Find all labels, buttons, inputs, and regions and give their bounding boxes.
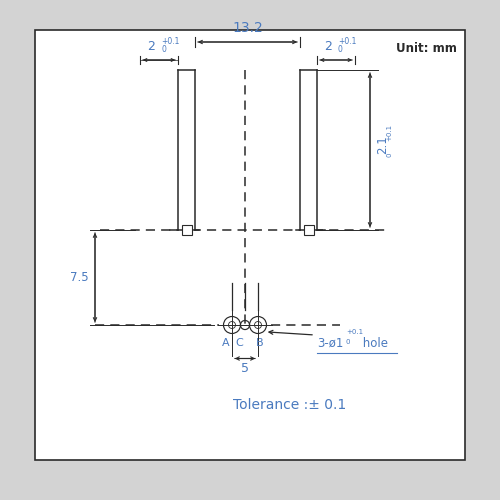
Text: 2: 2 (147, 40, 155, 53)
Text: hole: hole (359, 337, 388, 350)
Text: 0: 0 (161, 45, 166, 54)
Text: 0: 0 (386, 153, 392, 157)
Text: +0.1: +0.1 (386, 124, 392, 140)
Text: 13.2: 13.2 (232, 21, 263, 35)
Text: 2.1: 2.1 (376, 136, 389, 154)
Text: Tolerance :± 0.1: Tolerance :± 0.1 (234, 398, 346, 412)
Text: 3-ø1: 3-ø1 (317, 337, 344, 350)
Text: 2: 2 (324, 40, 332, 53)
Text: A: A (222, 338, 230, 347)
Text: +0.1: +0.1 (161, 37, 180, 46)
Text: 5: 5 (241, 362, 249, 376)
Text: 0: 0 (346, 339, 350, 345)
Text: +0.1: +0.1 (338, 37, 356, 46)
Bar (35, 30, 465, 460)
Text: +0.1: +0.1 (346, 329, 363, 335)
Bar (304, 225, 314, 235)
Text: Unit: mm: Unit: mm (396, 42, 457, 55)
Bar (182, 225, 192, 235)
Text: B: B (256, 338, 264, 347)
Text: 7.5: 7.5 (70, 271, 89, 284)
Text: 0: 0 (338, 45, 343, 54)
Text: C: C (236, 338, 243, 347)
